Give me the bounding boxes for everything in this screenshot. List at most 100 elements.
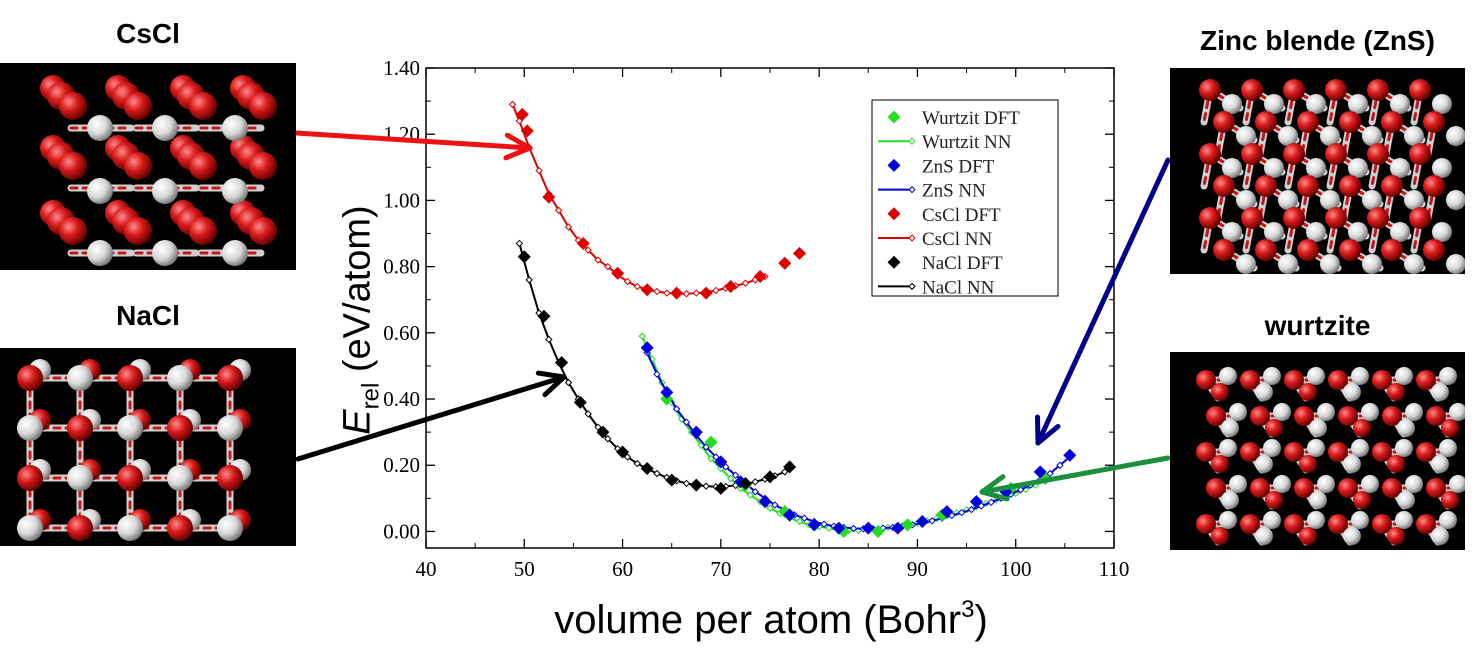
red-atom [1338,478,1358,498]
red-atom [1206,478,1226,498]
red-atom [1283,143,1305,165]
legend-marker [908,282,916,291]
red-atom [1416,514,1436,534]
white-atom [1432,158,1452,178]
white-atom [1222,94,1242,114]
dft-point [704,435,718,449]
x-tick-label: 100 [1000,557,1032,581]
red-atom [1250,406,1270,426]
nn-point [545,335,553,344]
red-atom [1372,514,1392,534]
dft-point [891,521,905,535]
white-atom [1229,475,1247,493]
dft-point [520,124,534,138]
white-atom [1431,455,1449,473]
nn-point [682,479,691,488]
white-atom [222,115,248,141]
dft-point [915,515,929,529]
red-atom [1353,491,1371,509]
red-atom [59,92,87,120]
red-atom [1325,79,1347,101]
red-atom [1213,239,1235,261]
nn-point [702,482,710,490]
white-atom [1236,190,1256,210]
red-atom [1250,478,1270,498]
white-atom [1309,419,1327,437]
y-tick-label: 0.00 [383,519,420,543]
dft-point [573,395,587,409]
white-atom [1351,511,1369,529]
white-atom [1278,126,1298,146]
white-atom [1405,403,1423,421]
nn-point [672,405,681,413]
white-atom [1404,190,1424,210]
white-atom [117,515,143,541]
white-atom [1236,126,1256,146]
white-atom [1306,158,1326,178]
red-atom [1206,406,1226,426]
nn-point [594,423,602,431]
dft-point [1063,448,1077,462]
white-atom [1351,367,1369,385]
dft-point [969,495,983,509]
white-atom [152,115,178,141]
red-atom [1265,491,1283,509]
red-atom [1213,175,1235,197]
dft-point [689,425,703,439]
y-axis-unit: (eV/atom) [336,205,379,373]
white-atom [1405,475,1423,493]
x-axis-label-main: volume per atom (Bohr [554,598,962,642]
dft-point [871,524,885,538]
legend-marker [887,110,901,124]
white-atom [1390,222,1410,242]
legend-marker [887,158,901,172]
red-atom [1199,143,1221,165]
dft-point [576,236,590,250]
nn-point [604,435,612,443]
legend-marker [908,234,916,242]
nn-point [584,246,592,254]
red-atom [249,217,277,245]
dft-point [758,495,772,509]
red-atom [217,465,243,491]
red-atom [1265,419,1283,437]
red-atom [67,515,93,541]
nn-point [564,378,573,387]
nn-point [653,370,661,378]
red-atom [1409,207,1431,229]
dft-point [763,470,777,484]
nn-point [849,524,858,533]
nn-point [712,453,720,461]
white-atom [167,465,193,491]
dft-point [640,283,654,297]
white-atom [1263,511,1281,529]
white-atom [1229,403,1247,421]
nn-point [623,453,632,461]
cscl-crystal-render [40,75,277,266]
red-atom [1328,370,1348,390]
white-atom [1362,254,1382,274]
x-tick-label: 80 [809,557,830,581]
zns-crystal-render [1199,79,1466,274]
white-atom [217,515,243,541]
red-atom [1196,442,1216,462]
red-atom [59,152,87,180]
nacl-title: NaCl [116,300,180,331]
dft-point [517,250,531,264]
red-atom [1441,491,1459,509]
dft-point [611,266,625,280]
red-atom [1353,419,1371,437]
nn-point [638,332,646,340]
white-atom [1397,491,1415,509]
red-atom [1339,239,1361,261]
nn-point [692,289,700,297]
white-atom [1307,511,1325,529]
red-atom [1367,143,1389,165]
wurtzite-arrow-shaft [979,455,1171,495]
cscl-title: CsCl [116,18,180,49]
white-atom [1320,254,1340,274]
white-atom [1278,190,1298,210]
nn-point [1046,469,1054,478]
dft-point [689,478,703,492]
nn-point [928,517,936,525]
